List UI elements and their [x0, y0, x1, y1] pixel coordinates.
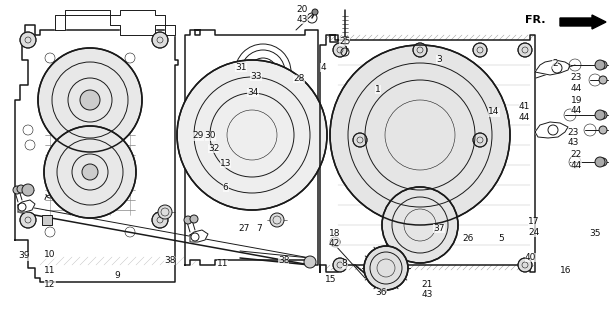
- Circle shape: [312, 9, 318, 15]
- Circle shape: [256, 65, 270, 79]
- Polygon shape: [190, 230, 208, 242]
- Text: 23
44: 23 44: [571, 74, 582, 93]
- Text: 7: 7: [256, 224, 262, 233]
- Text: 26: 26: [463, 234, 474, 243]
- Text: 14: 14: [489, 108, 500, 116]
- Text: 28: 28: [293, 74, 304, 83]
- Circle shape: [518, 258, 532, 272]
- Text: 1: 1: [375, 85, 381, 94]
- Text: 4: 4: [320, 63, 326, 72]
- Circle shape: [304, 256, 316, 268]
- Text: 9: 9: [114, 271, 120, 280]
- Circle shape: [17, 185, 25, 193]
- Text: 12: 12: [45, 280, 56, 289]
- Circle shape: [595, 60, 605, 70]
- Circle shape: [599, 126, 607, 134]
- Polygon shape: [320, 35, 535, 272]
- Circle shape: [364, 246, 408, 290]
- Circle shape: [177, 60, 327, 210]
- Bar: [40, 35, 175, 265]
- Text: 13: 13: [220, 159, 231, 168]
- Text: 10: 10: [45, 250, 56, 259]
- Text: 17
24: 17 24: [528, 218, 539, 237]
- Circle shape: [152, 32, 168, 48]
- Text: 41
44: 41 44: [519, 102, 530, 122]
- Circle shape: [44, 126, 136, 218]
- Text: 27: 27: [239, 224, 249, 233]
- Text: 15: 15: [325, 276, 336, 284]
- Circle shape: [330, 45, 510, 225]
- Circle shape: [518, 43, 532, 57]
- Polygon shape: [535, 122, 568, 138]
- Text: 25: 25: [339, 37, 350, 46]
- Text: 23
43: 23 43: [568, 128, 579, 147]
- Circle shape: [333, 258, 347, 272]
- Text: 37: 37: [434, 224, 445, 233]
- Circle shape: [38, 48, 142, 152]
- Polygon shape: [55, 10, 175, 35]
- Polygon shape: [18, 200, 35, 212]
- Circle shape: [595, 110, 605, 120]
- Text: 40: 40: [525, 253, 536, 262]
- Text: 29: 29: [193, 132, 204, 140]
- Text: 18
42: 18 42: [329, 229, 340, 248]
- Circle shape: [382, 187, 458, 263]
- Text: 31: 31: [235, 63, 246, 72]
- Circle shape: [599, 61, 607, 69]
- Circle shape: [152, 212, 168, 228]
- Circle shape: [473, 133, 487, 147]
- Text: 39: 39: [19, 252, 30, 260]
- Circle shape: [330, 237, 340, 247]
- Text: 35: 35: [589, 229, 600, 238]
- Text: 6: 6: [223, 183, 229, 192]
- Circle shape: [473, 43, 487, 57]
- Text: 16: 16: [561, 266, 572, 275]
- Circle shape: [13, 186, 21, 194]
- Circle shape: [353, 133, 367, 147]
- Circle shape: [20, 32, 36, 48]
- Text: 38: 38: [164, 256, 175, 265]
- Circle shape: [82, 164, 98, 180]
- Text: 3: 3: [436, 55, 442, 64]
- Polygon shape: [15, 25, 178, 282]
- Text: 5: 5: [498, 234, 504, 243]
- Text: 21
43: 21 43: [422, 280, 432, 299]
- Text: FR.: FR.: [525, 15, 545, 25]
- Text: 11: 11: [45, 266, 56, 275]
- Circle shape: [599, 76, 607, 84]
- Circle shape: [413, 43, 427, 57]
- Circle shape: [80, 90, 100, 110]
- Text: 8: 8: [342, 260, 348, 268]
- Text: 2: 2: [552, 60, 558, 68]
- Text: 30: 30: [205, 132, 216, 140]
- Bar: [42, 215, 52, 225]
- Circle shape: [158, 205, 172, 219]
- Circle shape: [270, 213, 284, 227]
- Text: 36: 36: [376, 288, 387, 297]
- FancyArrow shape: [560, 15, 606, 29]
- Text: 22
44: 22 44: [571, 150, 582, 170]
- Text: 33: 33: [251, 72, 262, 81]
- Circle shape: [333, 43, 347, 57]
- Polygon shape: [535, 60, 570, 75]
- Circle shape: [599, 158, 607, 166]
- Circle shape: [20, 212, 36, 228]
- Polygon shape: [185, 30, 318, 265]
- Circle shape: [184, 216, 192, 224]
- Circle shape: [190, 215, 198, 223]
- Circle shape: [22, 184, 34, 196]
- Text: 34: 34: [248, 88, 259, 97]
- Text: 38: 38: [278, 256, 289, 265]
- Text: 19
44: 19 44: [571, 96, 582, 115]
- Circle shape: [595, 157, 605, 167]
- Circle shape: [599, 111, 607, 119]
- Text: 32: 32: [208, 144, 219, 153]
- Text: 20
43: 20 43: [296, 5, 307, 24]
- Circle shape: [257, 114, 269, 126]
- Text: 11: 11: [217, 260, 228, 268]
